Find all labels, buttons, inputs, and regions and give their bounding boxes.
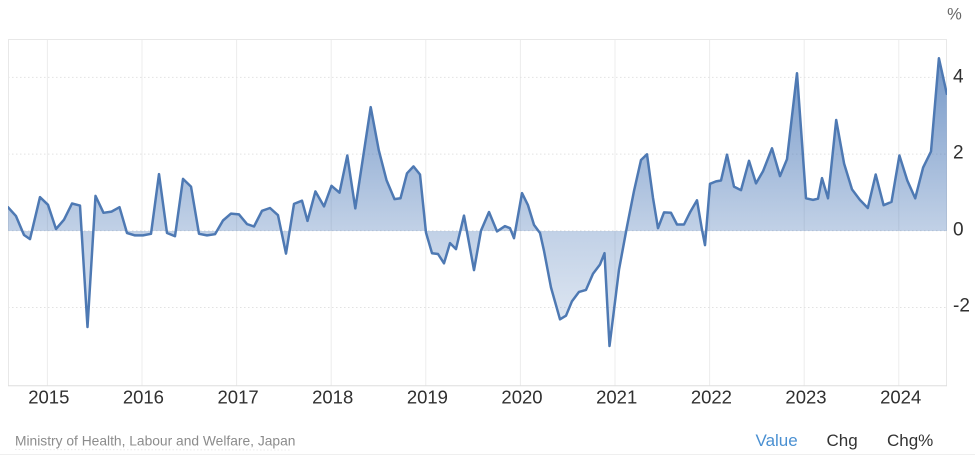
svg-text:2: 2 [953, 143, 964, 164]
svg-text:2018: 2018 [312, 386, 353, 407]
svg-text:2022: 2022 [691, 386, 732, 407]
svg-text:Value: Value [756, 431, 798, 450]
svg-text:-2: -2 [953, 296, 970, 317]
svg-text:Ministry of Health, Labour and: Ministry of Health, Labour and Welfare, … [15, 434, 295, 449]
svg-text:2016: 2016 [123, 386, 164, 407]
svg-text:Chg%: Chg% [887, 431, 933, 450]
svg-text:2015: 2015 [28, 386, 69, 407]
svg-text:2019: 2019 [407, 386, 448, 407]
svg-text:2024: 2024 [880, 386, 921, 407]
svg-text:0: 0 [953, 220, 964, 241]
svg-text:Chg: Chg [827, 431, 858, 450]
svg-text:4: 4 [953, 66, 964, 87]
svg-text:2017: 2017 [218, 386, 259, 407]
svg-text:2023: 2023 [785, 386, 826, 407]
svg-text:2021: 2021 [596, 386, 637, 407]
svg-text:2020: 2020 [501, 386, 542, 407]
svg-text:%: % [947, 6, 962, 24]
